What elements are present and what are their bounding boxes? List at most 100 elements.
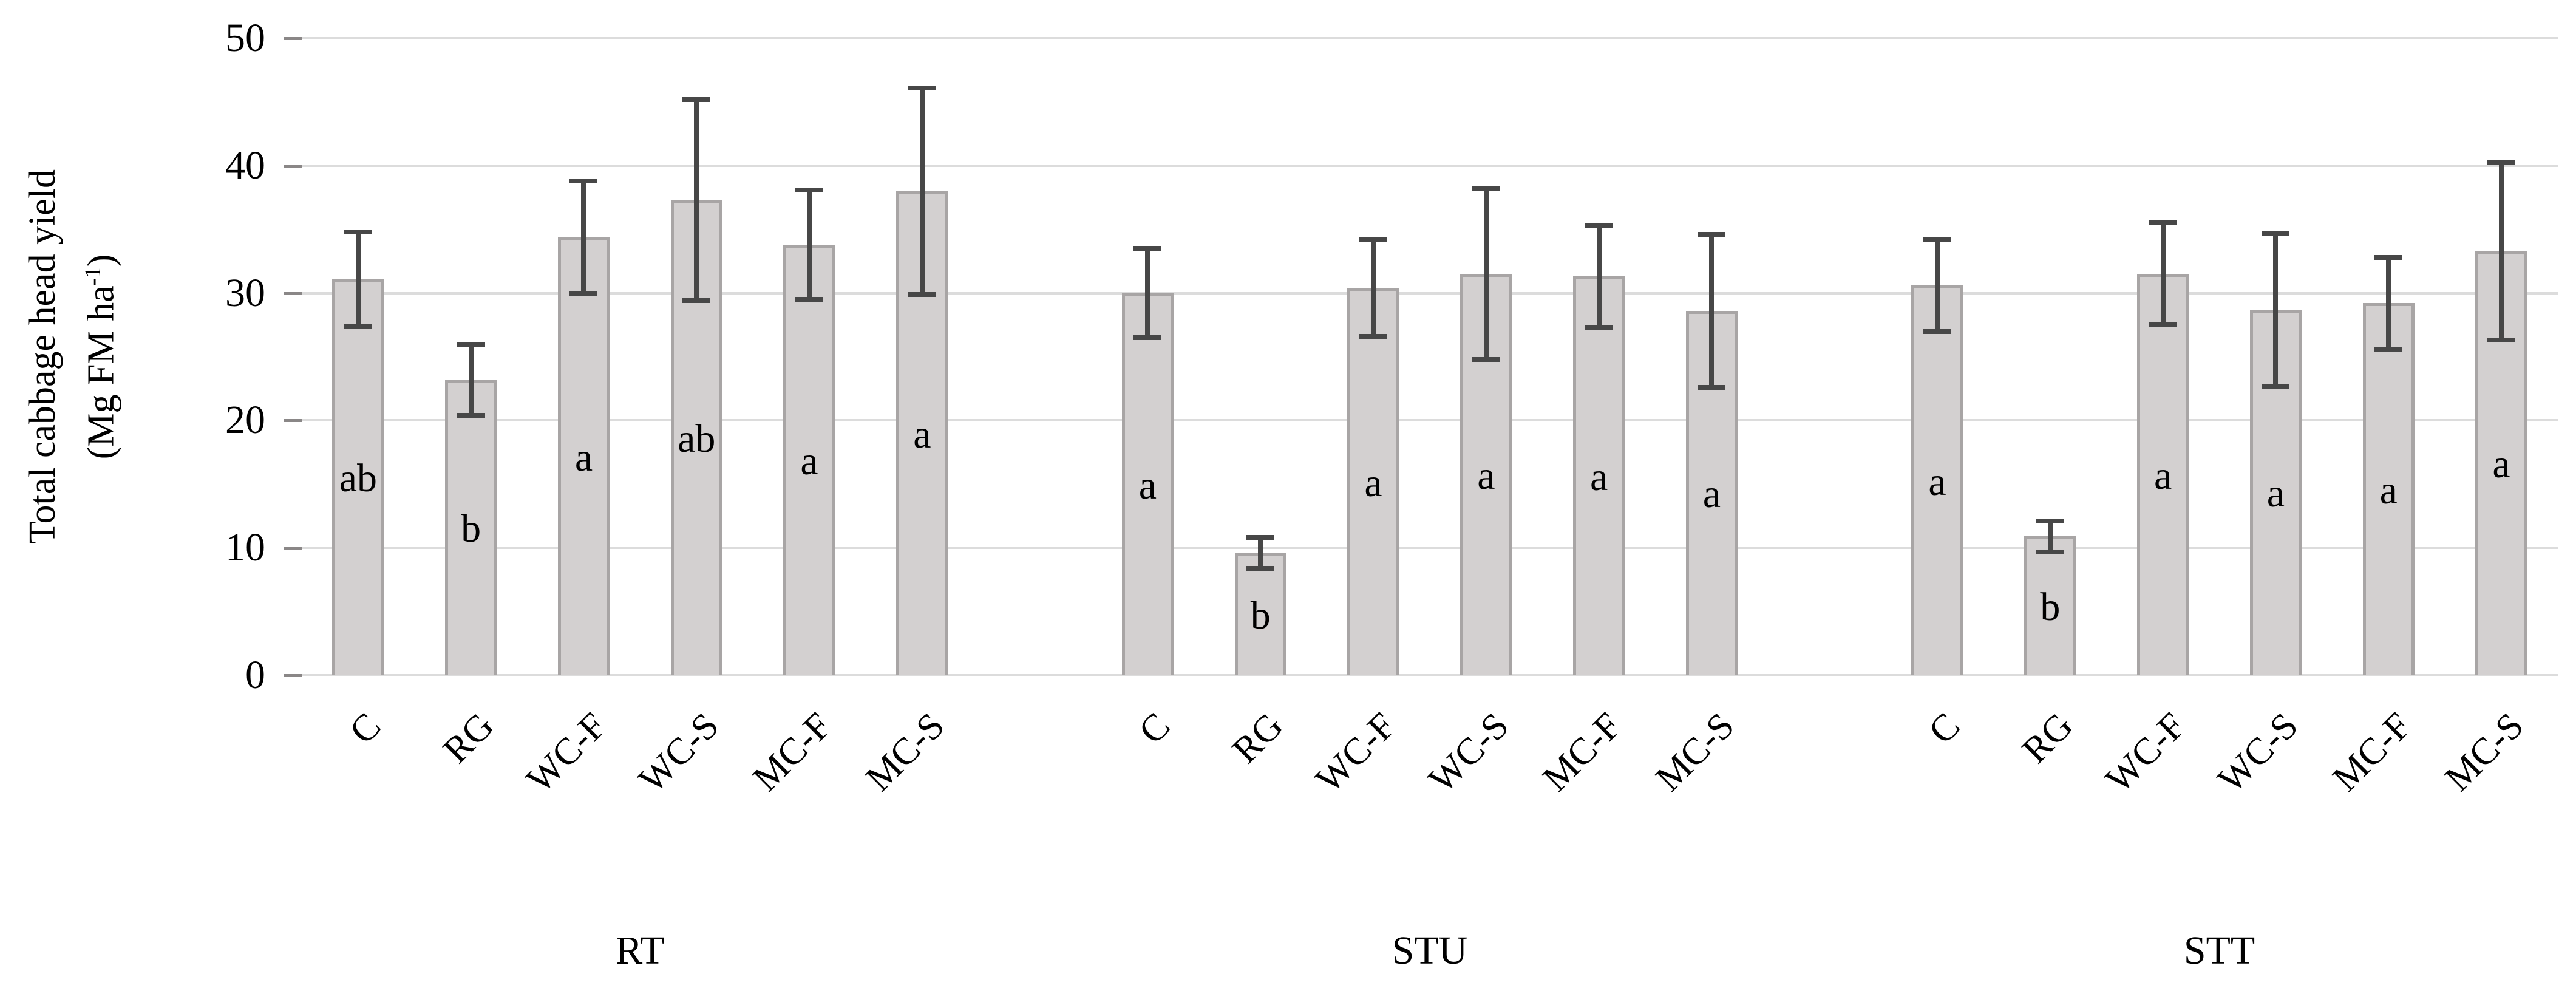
error-bar-line <box>1371 239 1376 336</box>
error-bar-cap-bottom <box>457 413 485 418</box>
error-bar-line <box>1935 239 1940 332</box>
error-bar-cap-bottom <box>682 298 711 304</box>
error-bar-cap-top <box>2262 231 2290 236</box>
error-bar-cap-top <box>1246 535 1275 540</box>
bar-STU-C: a <box>1121 293 1174 675</box>
gridline-10 <box>302 547 2558 550</box>
significance-letter: b <box>2040 585 2061 630</box>
error-bar-cap-top <box>1923 237 1952 242</box>
bar-STU-RG: b <box>1234 553 1286 675</box>
error-bar-cap-top <box>908 85 936 90</box>
error-bar-cap-top <box>1698 232 1726 237</box>
error-bar-cap-bottom <box>2262 383 2290 389</box>
error-bar-cap-bottom <box>1133 335 1162 341</box>
significance-letter: a <box>913 412 931 457</box>
error-bar-cap-bottom <box>344 324 372 329</box>
y-tick-label-50: 50 <box>225 16 265 60</box>
significance-letter: a <box>2266 471 2285 516</box>
error-bar-cap-top <box>2487 159 2516 165</box>
error-bar-cap-bottom <box>2149 322 2177 328</box>
error-bar-line <box>2386 257 2391 349</box>
bar-slot-RT-C: ab C <box>302 38 415 752</box>
bar-slot-STU-WC-S: a WC-S <box>1421 38 1543 801</box>
bar-STU-MC-F: a <box>1572 276 1625 675</box>
group-label-STU: STU <box>1392 928 1468 973</box>
error-bar-line <box>355 231 361 327</box>
error-bar-cap-bottom <box>1698 384 1726 390</box>
bar-slot-STT-WC-F: a WC-F <box>2098 38 2220 801</box>
y-tick-label-30: 30 <box>225 270 265 315</box>
significance-letter: a <box>1928 459 1946 504</box>
significance-letter: ab <box>339 456 378 501</box>
significance-letter: a <box>1477 454 1495 499</box>
bar-STT-C: a <box>1911 285 1963 675</box>
bar-slot-STT-RG: b RG <box>1994 38 2107 771</box>
y-tick-mark-20 <box>284 419 302 423</box>
bar-slot-STU-RG: b RG <box>1204 38 1317 771</box>
error-bar-line <box>581 181 586 293</box>
bar-slot-STU-WC-F: a WC-F <box>1308 38 1430 801</box>
error-bar-line <box>694 99 699 301</box>
bar-RT-RG: b <box>444 380 497 675</box>
y-tick-mark-50 <box>284 37 302 40</box>
error-bar-cap-top <box>457 341 485 347</box>
bar-STT-WC-F: a <box>2136 274 2189 675</box>
error-bar-cap-bottom <box>2036 549 2064 554</box>
error-bar-line <box>1258 537 1263 568</box>
error-bar-cap-bottom <box>1472 356 1500 362</box>
error-bar-cap-bottom <box>795 297 824 302</box>
gridline-20 <box>302 419 2558 422</box>
bar-slot-STT-WC-S: a WC-S <box>2211 38 2333 801</box>
significance-letter: a <box>1138 463 1157 508</box>
bar-slot-RT-WC-S: ab WC-S <box>631 38 753 801</box>
error-bar-cap-top <box>2374 254 2403 260</box>
bar-RT-WC-F: a <box>557 237 610 675</box>
error-bar-cap-bottom <box>1246 565 1275 571</box>
error-bar-cap-top <box>344 229 372 234</box>
error-bar-cap-top <box>569 178 598 183</box>
significance-letter: a <box>800 438 818 483</box>
error-bar-line <box>468 344 474 416</box>
bar-RT-C: ab <box>332 279 384 675</box>
error-bar-line <box>1145 248 1150 338</box>
gridline-40 <box>302 164 2558 167</box>
error-bar-cap-top <box>1585 223 1613 228</box>
error-bar-line <box>1596 225 1602 328</box>
significance-letter: a <box>2153 454 2172 499</box>
error-bar-line <box>2273 233 2279 386</box>
error-bar-cap-top <box>1133 246 1162 251</box>
y-tick-mark-30 <box>284 291 302 295</box>
significance-letter: a <box>2492 442 2510 487</box>
bar-slot-RT-WC-F: a WC-F <box>518 38 641 801</box>
group-label-RT: RT <box>616 928 665 973</box>
error-bar-cap-top <box>682 97 711 102</box>
gridline-50 <box>302 37 2558 39</box>
error-bar-cap-bottom <box>2374 346 2403 352</box>
bar-slot-STU-MC-F: a MC-F <box>1535 38 1656 799</box>
error-bar-line <box>2160 223 2166 325</box>
y-tick-mark-0 <box>284 674 302 677</box>
y-tick-mark-10 <box>284 547 302 550</box>
group-label-STT: STT <box>2183 928 2255 973</box>
y-tick-label-20: 20 <box>225 398 265 443</box>
bar-slot-STU-MC-S: a MC-S <box>1648 38 1769 799</box>
significance-letter: b <box>461 506 481 551</box>
gridline-0 <box>302 674 2558 676</box>
bar-slot-STT-MC-S: a MC-S <box>2438 38 2558 799</box>
error-bar-cap-top <box>1472 186 1500 191</box>
significance-letter: a <box>1589 455 1608 500</box>
error-bar-line <box>1483 188 1489 359</box>
y-tick-mark-40 <box>284 164 302 168</box>
bar-slot-RT-MC-S: a MC-S <box>858 38 979 799</box>
y-tick-label-10: 10 <box>225 525 265 570</box>
error-bar-cap-bottom <box>569 290 598 296</box>
error-bar-cap-bottom <box>908 291 936 297</box>
error-bar-line <box>2499 162 2504 341</box>
error-bar-line <box>919 87 925 295</box>
bar-STT-MC-F: a <box>2362 303 2415 675</box>
